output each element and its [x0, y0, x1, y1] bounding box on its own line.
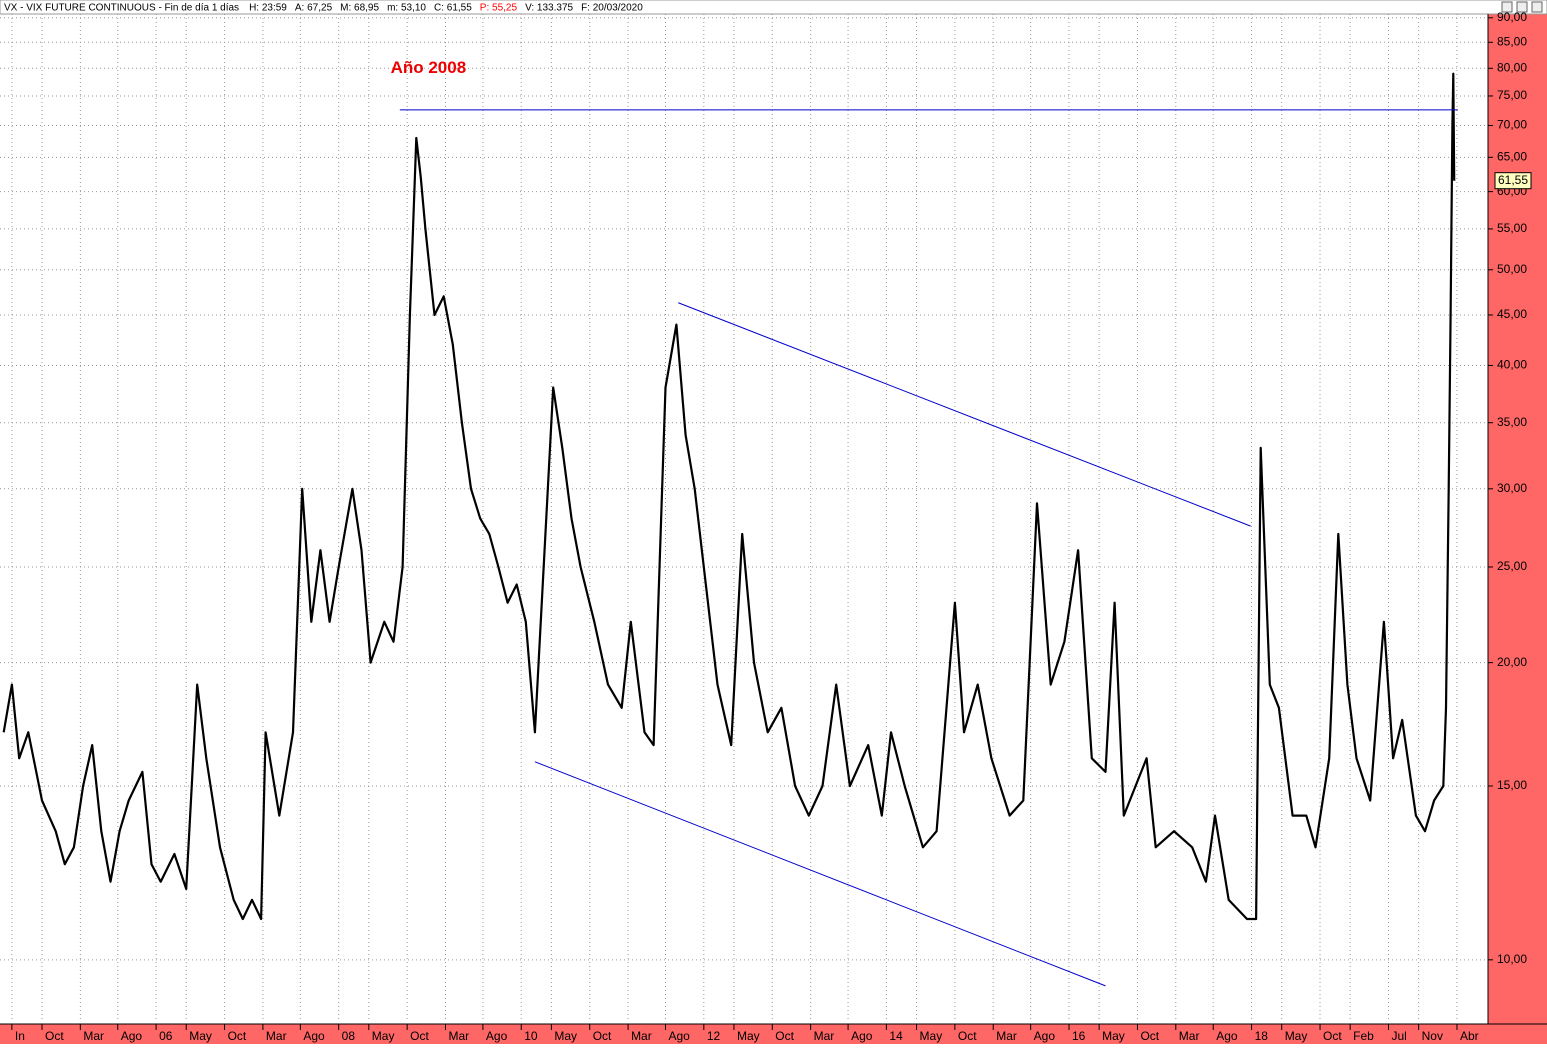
y-tick-label: 50,00 [1497, 262, 1527, 276]
x-tick-label: May [189, 1029, 212, 1043]
grid [0, 14, 1488, 1022]
trend-line [534, 761, 1106, 987]
x-tick-label: Abr [1460, 1029, 1479, 1043]
y-tick-label: 70,00 [1497, 118, 1527, 132]
x-tick-label: In [15, 1029, 25, 1043]
minimize-button[interactable] [1501, 1, 1513, 13]
header-title: VX - VIX FUTURE CONTINUOUS - Fin de día … [4, 3, 239, 14]
y-tick-label: 75,00 [1497, 88, 1527, 102]
last-value-label: 61,55 [1498, 173, 1528, 187]
x-tick-label: 14 [889, 1029, 903, 1043]
y-axis-band [1488, 14, 1547, 1044]
x-tick-label: Oct [228, 1029, 247, 1043]
y-tick-label: 85,00 [1497, 34, 1527, 48]
x-tick-label: 08 [342, 1029, 356, 1043]
x-tick-label: Ago [851, 1029, 873, 1043]
header-field: A: 67,25 [295, 3, 333, 14]
x-tick-label: 12 [707, 1029, 721, 1043]
x-tick-label: Oct [45, 1029, 64, 1043]
x-tick-label: Oct [775, 1029, 794, 1043]
x-tick-label: May [1102, 1029, 1125, 1043]
x-tick-label: Mar [266, 1029, 287, 1043]
x-tick-label: Oct [958, 1029, 977, 1043]
x-tick-label: May [737, 1029, 760, 1043]
x-tick-label: 10 [524, 1029, 538, 1043]
x-tick-label: Mar [631, 1029, 652, 1043]
x-tick-label: Mar [814, 1029, 835, 1043]
x-tick-label: Ago [303, 1029, 325, 1043]
y-tick-label: 15,00 [1497, 778, 1527, 792]
x-tick-label: Ago [1034, 1029, 1056, 1043]
x-tick-label: Ago [668, 1029, 690, 1043]
header-field: P: 55,25 [480, 3, 518, 14]
x-tick-label: Oct [410, 1029, 429, 1043]
x-tick-label: May [920, 1029, 943, 1043]
x-tick-label: Ago [1216, 1029, 1238, 1043]
x-tick-label: Mar [996, 1029, 1017, 1043]
y-tick-label: 35,00 [1497, 415, 1527, 429]
y-tick-label: 30,00 [1497, 481, 1527, 495]
x-tick-label: Feb [1353, 1029, 1374, 1043]
y-tick-label: 65,00 [1497, 149, 1527, 163]
price-line [2, 72, 1456, 921]
x-tick-label: 18 [1255, 1029, 1269, 1043]
header-field: H: 23:59 [249, 3, 287, 14]
y-tick-label: 20,00 [1497, 655, 1527, 669]
x-tick-label: Mar [448, 1029, 469, 1043]
last-value-box [1494, 172, 1532, 190]
close-button[interactable] [1531, 1, 1543, 13]
x-tick-label: 16 [1072, 1029, 1086, 1043]
y-tick-label: 10,00 [1497, 952, 1527, 966]
x-tick-label: Mar [1179, 1029, 1200, 1043]
maximize-button[interactable] [1516, 1, 1528, 13]
header-field: V: 133.375 [525, 3, 573, 14]
y-tick-label: 45,00 [1497, 307, 1527, 321]
x-tick-label: May [554, 1029, 577, 1043]
header-field: M: 68,95 [340, 3, 379, 14]
header-field: m: 53,10 [387, 3, 426, 14]
y-tick-label: 25,00 [1497, 559, 1527, 573]
y-tick-label: 40,00 [1497, 358, 1527, 372]
y-tick-label: 80,00 [1497, 60, 1527, 74]
header-field: C: 61,55 [434, 3, 472, 14]
window-buttons [1501, 1, 1543, 13]
x-axis-band [0, 1024, 1547, 1044]
y-tick-label: 90,00 [1497, 10, 1527, 24]
x-tick-label: Mar [83, 1029, 104, 1043]
header-bar [0, 0, 1547, 15]
y-tick-label: 55,00 [1497, 221, 1527, 235]
annotation: Año 2008 [391, 58, 467, 77]
trend-line [678, 302, 1251, 527]
header-field: F: 20/03/2020 [581, 3, 643, 14]
x-tick-label: 06 [159, 1029, 173, 1043]
x-tick-label: Oct [1323, 1029, 1342, 1043]
x-tick-label: Oct [1140, 1029, 1159, 1043]
x-tick-label: Jul [1391, 1029, 1406, 1043]
x-tick-label: May [372, 1029, 395, 1043]
x-tick-label: Oct [593, 1029, 612, 1043]
x-tick-label: Ago [486, 1029, 508, 1043]
x-tick-label: Ago [121, 1029, 143, 1043]
x-tick-label: Nov [1422, 1029, 1443, 1043]
x-tick-label: May [1285, 1029, 1308, 1043]
